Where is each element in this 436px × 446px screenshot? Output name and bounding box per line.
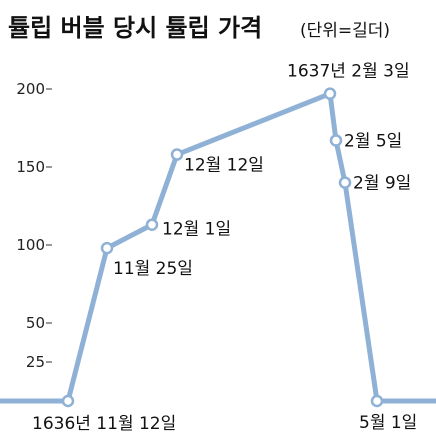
price-line	[0, 91, 436, 404]
data-point-label-2: 11월 25일	[113, 259, 193, 279]
chart-subtitle: (단위=길더)	[300, 21, 390, 41]
y-tick-label-25: 25	[26, 353, 45, 371]
data-point-label-1: 1636년 11월 12일	[32, 414, 176, 434]
y-tick-label-50: 50	[26, 314, 45, 332]
data-point-marker-1	[61, 394, 75, 408]
data-point-marker-5	[323, 87, 337, 100]
data-point-marker-3	[145, 218, 159, 231]
data-point-label-8: 5월 1일	[359, 413, 417, 433]
y-tick-label-150: 150	[16, 158, 45, 176]
data-point-label-5: 1637년 2월 3일	[287, 62, 410, 82]
data-point-marker-4	[170, 148, 184, 161]
data-point-marker-6	[329, 134, 343, 147]
data-point-label-4: 12월 12일	[184, 156, 264, 176]
point-labels: 1636년 11월 12일 11월 25일 12월 1일 12월 12일 1637년 2…	[32, 62, 417, 434]
y-tick-label-100: 100	[16, 236, 45, 254]
y-tick-label-200: 200	[16, 80, 45, 98]
data-point-label-7: 2월 9일	[353, 174, 411, 194]
data-point-label-6: 2월 5일	[344, 131, 402, 151]
chart-title: 튤립 버블 당시 튤립 가격	[8, 14, 262, 42]
data-point-marker-7	[338, 176, 352, 189]
data-point-marker-2	[100, 241, 114, 255]
data-point-label-3: 12월 1일	[162, 220, 231, 240]
series-layer	[0, 87, 436, 408]
data-point-marker-8	[370, 394, 384, 408]
y-axis: 25 50 100 150 200	[16, 80, 52, 371]
